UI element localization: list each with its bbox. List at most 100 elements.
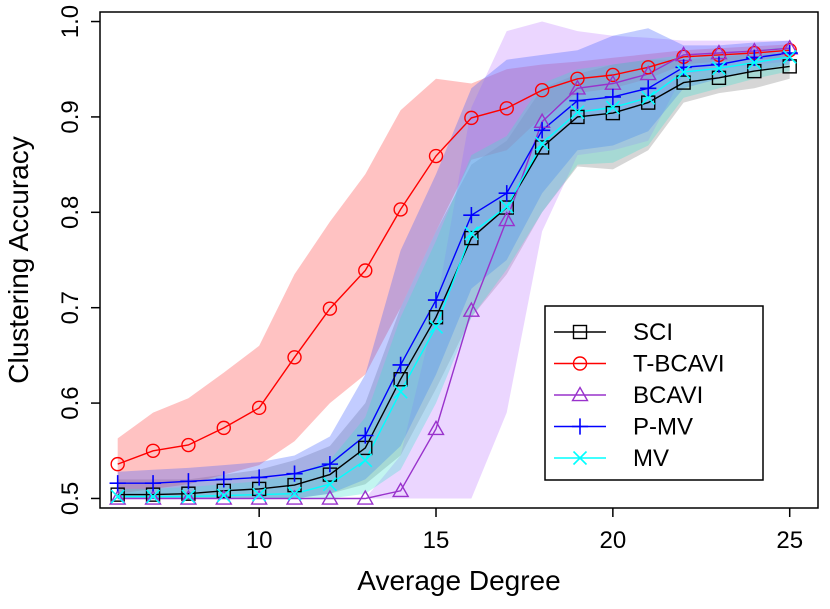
y-tick-label: 0.6 xyxy=(57,386,84,419)
band-p-mv xyxy=(117,28,790,499)
legend: SCI T-BCAVI BCAVI P-MV MV xyxy=(544,305,764,481)
point-bcavi xyxy=(427,419,445,436)
point-sci xyxy=(676,75,691,90)
point-bcavi xyxy=(179,489,198,505)
point-p-mv xyxy=(321,455,339,473)
x-tick-label: 25 xyxy=(776,527,803,554)
point-t-bcavi xyxy=(464,110,479,126)
point-bcavi xyxy=(144,489,162,505)
legend-label-bcavi: BCAVI xyxy=(633,382,703,409)
x-tick-label: 10 xyxy=(246,527,273,554)
point-p-mv xyxy=(392,356,409,374)
x-tick-label: 20 xyxy=(600,527,627,554)
legend-label-t-bcavi: T-BCAVI xyxy=(633,351,725,378)
point-p-mv xyxy=(144,475,162,492)
point-mv xyxy=(181,489,196,504)
point-sci xyxy=(570,109,585,125)
point-sci xyxy=(464,230,479,246)
y-tick-label: 0.8 xyxy=(57,196,84,229)
point-p-mv xyxy=(286,465,303,482)
point-t-bcavi xyxy=(287,350,302,365)
point-t-bcavi xyxy=(393,202,408,217)
point-p-mv xyxy=(498,185,515,202)
point-mv xyxy=(464,226,479,241)
y-tick-label: 0.5 xyxy=(57,482,84,515)
point-bcavi xyxy=(215,489,233,505)
point-p-mv xyxy=(215,471,232,488)
point-p-mv xyxy=(781,44,798,62)
point-t-bcavi xyxy=(110,456,125,472)
legend-marker-mv xyxy=(572,450,588,466)
legend-marker-sci xyxy=(572,324,588,340)
point-p-mv xyxy=(463,207,480,224)
legend-marker-bcavi xyxy=(571,386,589,402)
point-t-bcavi xyxy=(499,101,514,116)
point-mv xyxy=(711,61,727,76)
point-p-mv xyxy=(251,469,268,486)
point-p-mv xyxy=(109,475,126,492)
confidence-bands xyxy=(117,21,790,499)
x-axis-title: Average Degree xyxy=(357,565,560,596)
point-t-bcavi xyxy=(641,60,656,75)
point-p-mv xyxy=(640,80,657,97)
x-axis: 10 15 20 25 xyxy=(246,508,803,554)
x-tick-label: 15 xyxy=(423,527,450,554)
point-p-mv xyxy=(569,92,586,109)
band-t-bcavi xyxy=(117,44,790,494)
point-mv xyxy=(676,65,691,80)
point-t-bcavi xyxy=(181,437,196,453)
point-mv xyxy=(252,487,267,502)
point-mv xyxy=(358,453,373,468)
point-mv xyxy=(393,384,408,399)
point-t-bcavi xyxy=(145,443,161,458)
point-p-mv xyxy=(533,122,551,139)
point-mv xyxy=(782,49,797,64)
legend-label-sci: SCI xyxy=(633,319,673,346)
point-t-bcavi xyxy=(428,148,444,164)
legend-label-mv: MV xyxy=(633,445,669,472)
band-bcavi xyxy=(117,21,790,499)
point-mv xyxy=(110,489,125,504)
point-mv xyxy=(499,199,514,214)
plot-frame xyxy=(99,11,819,509)
y-tick-label: 1.0 xyxy=(57,5,84,38)
point-t-bcavi xyxy=(358,263,373,278)
point-bcavi xyxy=(462,301,481,317)
point-bcavi xyxy=(356,489,374,505)
point-t-bcavi xyxy=(216,420,231,436)
point-mv xyxy=(641,90,656,105)
point-mv xyxy=(605,100,620,115)
point-t-bcavi xyxy=(570,71,585,86)
point-t-bcavi xyxy=(605,67,621,83)
point-mv xyxy=(535,136,550,151)
point-t-bcavi xyxy=(534,83,550,98)
point-bcavi xyxy=(109,489,127,505)
point-mv xyxy=(216,488,231,503)
band-sci xyxy=(117,52,790,499)
point-p-mv xyxy=(427,291,445,309)
y-axis-title: Clustering Accuracy xyxy=(3,136,34,383)
point-p-mv xyxy=(180,473,197,490)
point-bcavi xyxy=(639,65,657,81)
point-sci xyxy=(534,140,550,155)
point-t-bcavi xyxy=(251,400,267,416)
legend-label-p-mv: P-MV xyxy=(633,414,693,441)
point-mv xyxy=(747,55,762,70)
point-bcavi xyxy=(391,481,410,498)
point-bcavi xyxy=(321,489,339,505)
point-mv xyxy=(428,319,444,334)
y-tick-label: 0.9 xyxy=(57,100,84,133)
point-mv xyxy=(287,486,302,501)
y-axis: 0.5 0.6 0.7 0.8 0.9 1.0 xyxy=(57,5,100,515)
point-mv xyxy=(570,105,585,120)
legend-marker-t-bcavi xyxy=(572,356,588,371)
point-p-mv xyxy=(604,88,621,106)
band-mv xyxy=(117,46,790,499)
point-mv xyxy=(145,489,161,504)
point-sci xyxy=(428,310,444,325)
point-p-mv xyxy=(710,56,728,73)
point-p-mv xyxy=(357,427,374,444)
point-mv xyxy=(322,477,337,492)
point-t-bcavi xyxy=(322,301,338,316)
